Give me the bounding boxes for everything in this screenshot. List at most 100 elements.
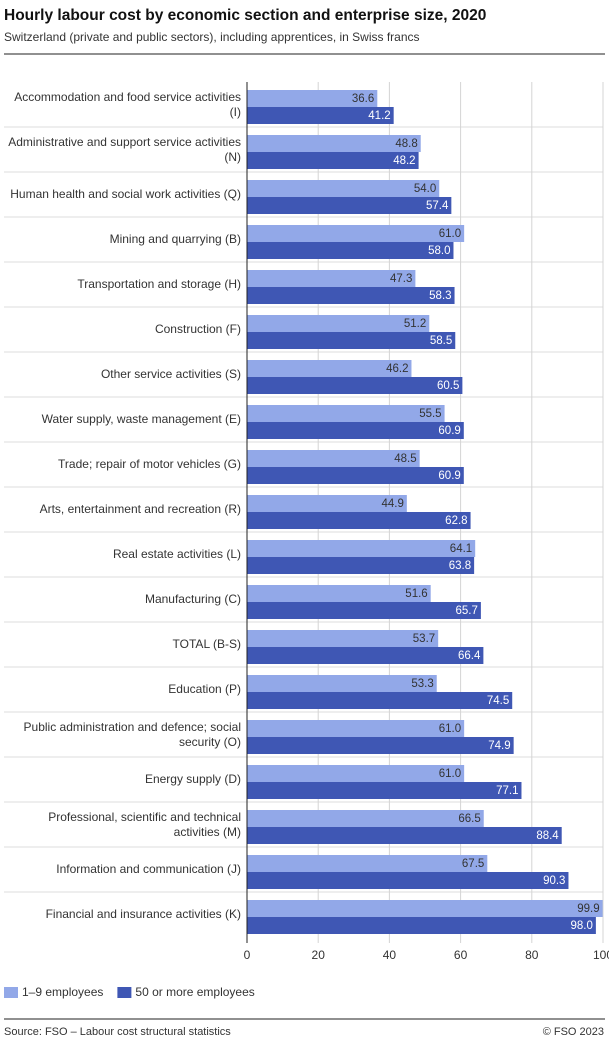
value-label: 51.2 [404,318,426,330]
category-label: Information and communication (J) [56,862,241,876]
value-label: 64.1 [450,543,472,555]
value-label: 90.3 [543,875,565,887]
bar [247,197,452,214]
bar [247,647,484,664]
bar [247,630,439,647]
category-label: Education (P) [168,682,241,696]
bar [247,422,464,439]
value-label: 53.7 [413,633,435,645]
bar [247,585,431,602]
value-label: 63.8 [449,560,471,572]
value-label: 57.4 [426,200,449,212]
value-label: 66.5 [458,813,480,825]
category-label: Manufacturing (C) [144,592,241,606]
value-label: 99.9 [577,903,599,915]
bar [247,495,407,512]
value-label: 46.2 [386,363,408,375]
category-label: TOTAL (B-S) [172,637,241,651]
bar [247,287,455,304]
value-label: 48.5 [394,453,416,465]
bar [247,467,464,484]
value-label: 61.0 [439,723,461,735]
value-label: 60.9 [438,470,460,482]
category-label: Water supply, waste management (E) [41,412,241,426]
value-label: 48.2 [393,155,415,167]
category-label: Other service activities (S) [100,367,241,381]
value-label: 65.7 [456,605,478,617]
category-label: Arts, entertainment and recreation (R) [39,502,241,516]
bar [247,225,465,242]
bar [247,782,522,799]
bar [247,765,465,782]
value-label: 51.6 [405,588,427,600]
value-label: 48.8 [395,138,417,150]
bar [247,900,603,917]
bar [247,405,445,422]
value-label: 58.5 [430,335,452,347]
category-label: Financial and insurance activities (K) [45,907,241,921]
x-tick-label: 0 [244,948,251,962]
chart-title: Hourly labour cost by economic section a… [4,7,486,24]
category-label: Human health and social work activities … [10,187,241,201]
legend-label: 50 or more employees [135,985,254,999]
value-label: 44.9 [381,498,403,510]
bar [247,315,430,332]
bar [247,540,476,557]
category-label: Real estate activities (L) [112,547,241,561]
bar [247,692,513,709]
legend-label: 1–9 employees [22,985,103,999]
value-label: 61.0 [439,768,461,780]
bar [247,152,419,169]
value-label: 60.5 [437,380,459,392]
value-label: 36.6 [352,93,374,105]
bar [247,810,484,827]
category-label: Construction (F) [154,322,241,336]
value-label: 61.0 [439,228,461,240]
x-tick-label: 100 [593,948,609,962]
category-label: Transportation and storage (H) [77,277,241,291]
bar [247,332,456,349]
bar [247,557,475,574]
value-label: 58.3 [429,290,451,302]
copyright: © FSO 2023 [543,1026,604,1038]
category-label: Professional, scientific and technical a… [48,809,241,839]
category-label: Energy supply (D) [144,772,241,786]
value-label: 53.3 [411,678,433,690]
value-label: 41.2 [368,110,390,122]
value-label: 74.9 [488,740,510,752]
x-tick-label: 60 [454,948,468,962]
legend-swatch [4,987,18,998]
bar [247,107,394,124]
bar [247,377,463,394]
value-label: 54.0 [414,183,436,195]
value-label: 55.5 [419,408,441,420]
bar [247,827,562,844]
bar [247,720,465,737]
value-label: 74.5 [487,695,509,707]
value-label: 88.4 [536,830,559,842]
value-label: 66.4 [458,650,481,662]
bar [247,135,421,152]
x-tick-label: 80 [525,948,539,962]
source: Source: FSO – Labour cost structural sta… [4,1026,231,1038]
value-label: 67.5 [462,858,484,870]
bar [247,917,596,934]
value-label: 62.8 [445,515,467,527]
bar [247,270,416,287]
bar [247,180,440,197]
bar [247,450,420,467]
bar [247,737,514,754]
value-label: 77.1 [496,785,518,797]
x-tick-label: 40 [383,948,397,962]
category-label: Public administration and defence; socia… [23,719,241,749]
bar [247,512,471,529]
bar [247,855,488,872]
bar [247,360,412,377]
x-tick-label: 20 [312,948,326,962]
bar [247,242,454,259]
value-label: 60.9 [438,425,460,437]
bar [247,90,378,107]
value-label: 58.0 [428,245,450,257]
